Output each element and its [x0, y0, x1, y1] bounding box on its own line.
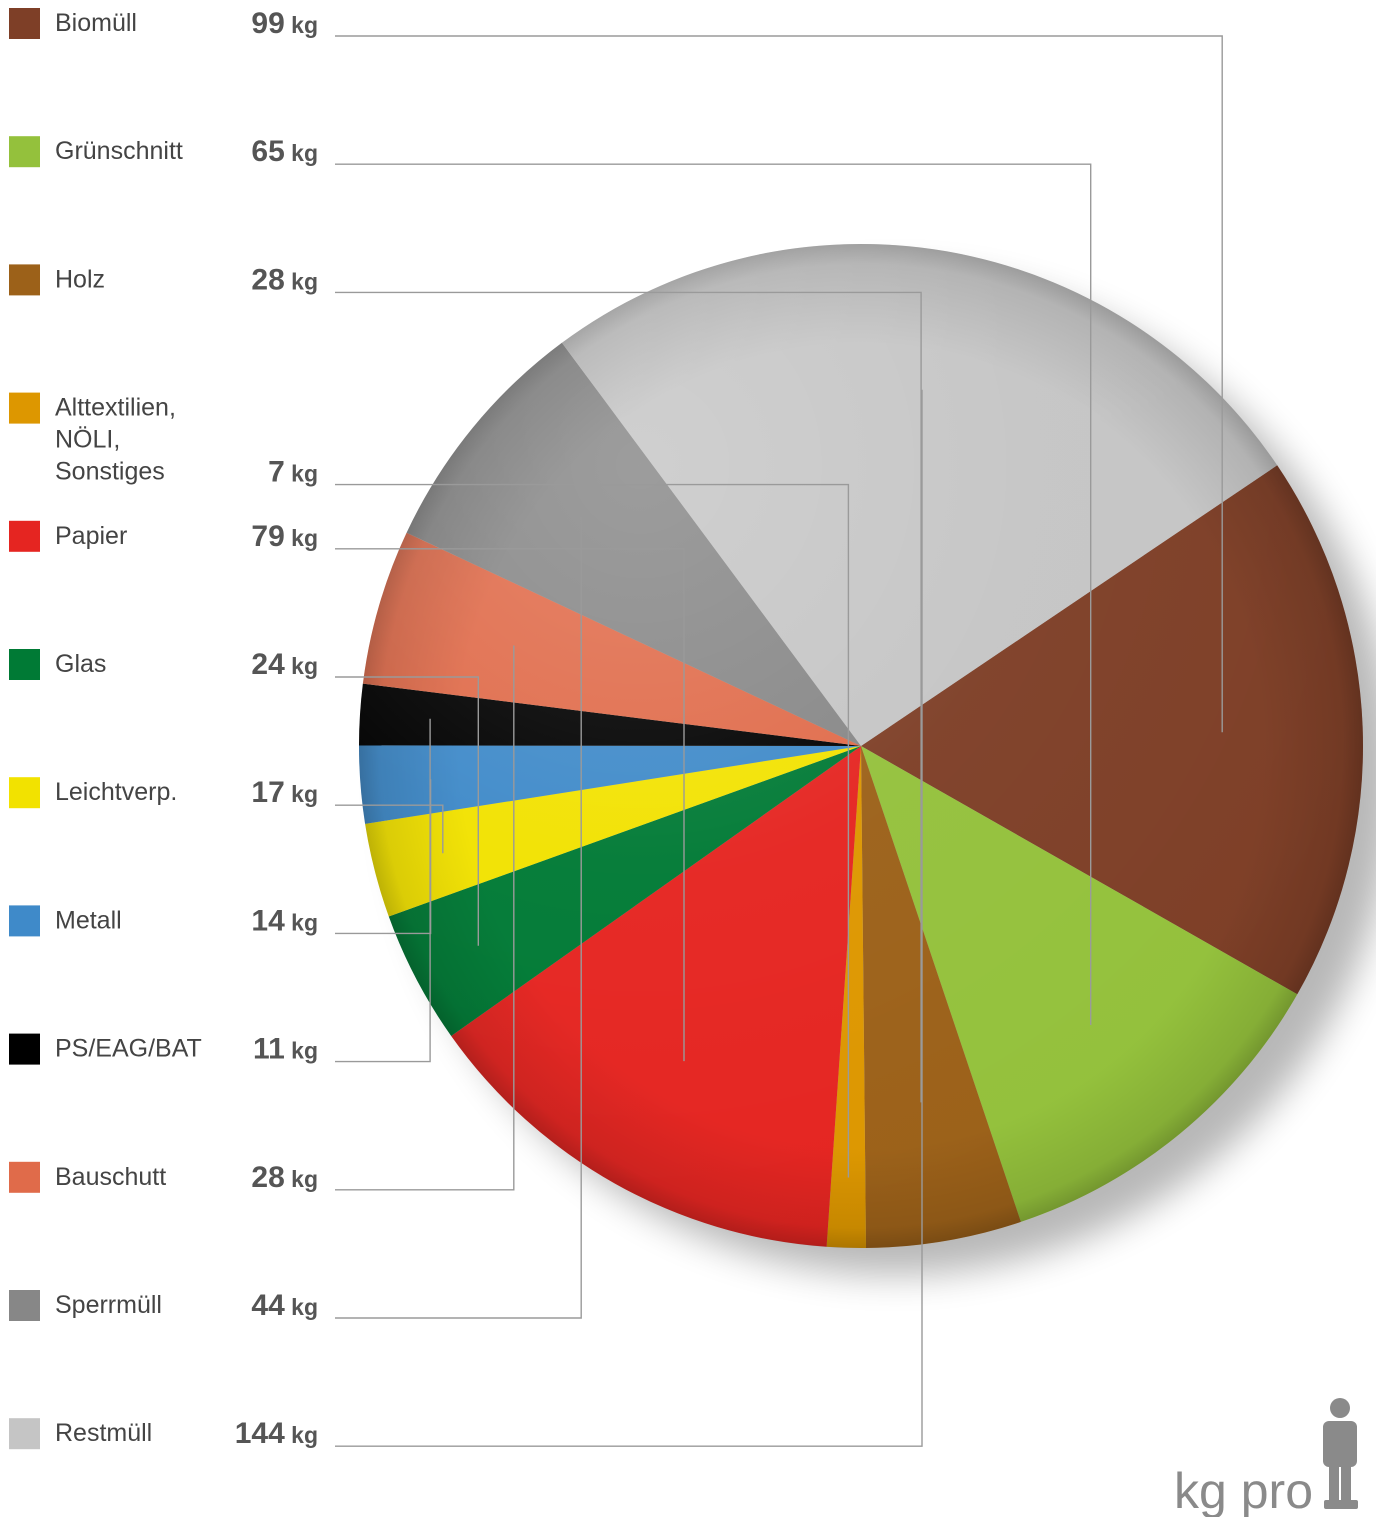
leader-line-leichtverp — [335, 804, 444, 854]
leader-line-restm-ll — [335, 389, 923, 1447]
kg-pro-label: kg pro — [1174, 1463, 1313, 1517]
leader-line-alttextilien-n-li-sonstiges — [335, 483, 850, 1178]
legend-label-sperrm-ll: Sperrmüll — [55, 1291, 162, 1319]
value-label-holz: 28 kg — [251, 263, 318, 296]
value-label-sperrm-ll: 44 kg — [251, 1289, 318, 1322]
value-label-alttextilien-n-li-sonstiges: 7 kg — [268, 456, 318, 489]
legend-label-biom-ll: Biomüll — [55, 9, 137, 37]
legend-label-alttextilien-n-li-sonstiges: NÖLI, — [55, 426, 120, 454]
legend-swatch-leichtverp — [9, 777, 40, 809]
value-label-restm-ll: 144 kg — [235, 1417, 318, 1450]
legend-label-ps-eag-bat: PS/EAG/BAT — [55, 1035, 202, 1063]
legend-swatch-sperrm-ll — [9, 1290, 40, 1321]
legend-label-holz: Holz — [55, 265, 105, 293]
legend-swatch-restm-ll — [9, 1418, 40, 1450]
legend-label-papier: Papier — [55, 522, 127, 550]
leader-line-sperrm-ll — [335, 517, 582, 1319]
value-label-gr-nschnitt: 65 kg — [251, 135, 318, 168]
pie-gloss — [359, 244, 1363, 1248]
person-icon — [1323, 1398, 1358, 1509]
value-label-glas: 24 kg — [251, 648, 318, 681]
value-label-leichtverp: 17 kg — [251, 776, 318, 809]
value-label-ps-eag-bat: 11 kg — [253, 1033, 318, 1066]
legend-swatch-holz — [9, 264, 40, 296]
legend-swatch-papier — [9, 520, 40, 552]
legend-label-leichtverp: Leichtverp. — [55, 778, 177, 806]
legend-label-alttextilien-n-li-sonstiges: Sonstiges — [55, 458, 165, 486]
leader-line-ps-eag-bat — [335, 718, 431, 1063]
leader-line-holz — [335, 291, 922, 1103]
legend-label-metall: Metall — [55, 906, 122, 934]
legend-swatch-biom-ll — [9, 8, 40, 39]
leader-line-glas — [335, 676, 479, 946]
legend-label-gr-nschnitt: Grünschnitt — [55, 137, 183, 165]
legend-swatch-gr-nschnitt — [9, 136, 40, 168]
value-label-papier: 79 kg — [251, 520, 318, 553]
legend-swatch-glas — [9, 649, 40, 680]
legend-label-bauschutt: Bauschutt — [55, 1163, 166, 1191]
leader-lines — [335, 35, 1223, 1447]
leader-line-gr-nschnitt — [335, 163, 1092, 1025]
value-label-metall: 14 kg — [251, 904, 318, 937]
value-label-biom-ll: 99 kg — [251, 7, 318, 40]
legend-swatch-bauschutt — [9, 1161, 40, 1193]
legend-label-restm-ll: Restmüll — [55, 1419, 152, 1447]
leader-line-bauschutt — [335, 645, 515, 1191]
legend-swatch-alttextilien-n-li-sonstiges — [9, 392, 40, 424]
legend: Biomüll 99 kg Grünschnitt 65 kg Holz 28 kg Alt… — [9, 7, 318, 1450]
value-label-bauschutt: 28 kg — [251, 1161, 318, 1194]
kg-pro-badge: kg pro — [1174, 1398, 1358, 1517]
legend-label-alttextilien-n-li-sonstiges: Alttextilien, — [55, 394, 176, 422]
leader-line-papier — [335, 548, 685, 1062]
leader-line-biom-ll — [335, 35, 1223, 733]
legend-label-glas: Glas — [55, 650, 106, 678]
legend-swatch-metall — [9, 905, 40, 937]
legend-swatch-ps-eag-bat — [9, 1033, 40, 1065]
